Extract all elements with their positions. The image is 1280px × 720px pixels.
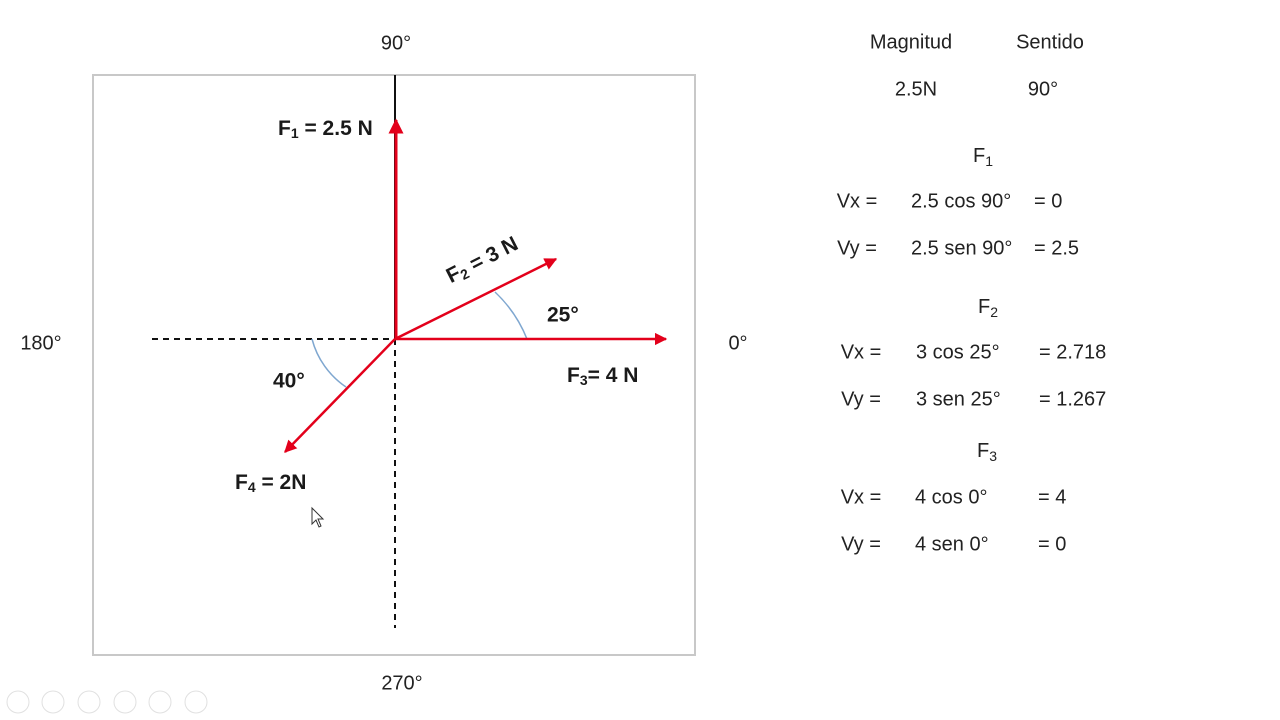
component-cell: = 0 [1034, 190, 1062, 212]
presenter-toolbar [6, 690, 208, 714]
component-index: 2 [990, 304, 998, 320]
table-header: Magnitud [870, 31, 952, 53]
arc-label: 25° [547, 304, 579, 327]
toolbar-button[interactable] [113, 690, 137, 714]
toolbar-button[interactable] [6, 690, 30, 714]
force-index: 3 [580, 372, 588, 388]
force-symbol: F [278, 117, 291, 140]
component-cell: = 2.718 [1039, 341, 1106, 363]
angle-label: 0° [728, 332, 747, 354]
force-label: F4 = 2N [235, 471, 306, 495]
component-cell: Vx = [841, 486, 882, 508]
toolbar-button[interactable] [77, 690, 101, 714]
component-cell: = 1.267 [1039, 388, 1106, 410]
force-index: 4 [248, 479, 256, 495]
force-arrow [284, 338, 396, 453]
arc-label: 40° [273, 370, 305, 393]
component-cell: = 0 [1038, 533, 1066, 555]
component-cell: 2.5 cos 90° [911, 190, 1011, 212]
component-cell: Vx = [841, 341, 882, 363]
angle-label: 90° [381, 32, 411, 54]
component-index: 3 [989, 448, 997, 464]
component-symbol: F [973, 145, 985, 167]
component-cell: 4 sen 0° [915, 533, 989, 555]
angle-label: 270° [381, 672, 422, 694]
angle-arc [311, 338, 347, 388]
force-arrow [394, 257, 558, 341]
force-symbol: F [567, 364, 580, 387]
component-cell: = 4 [1038, 486, 1066, 508]
table-header: Sentido [1016, 31, 1084, 53]
force-text: = 2N [256, 471, 307, 494]
angle-label: 180° [20, 332, 61, 354]
angle-arc [494, 291, 528, 340]
component-cell: 2.5 sen 90° [911, 237, 1012, 259]
force-symbol: F [235, 471, 248, 494]
component-cell: Vx = [837, 190, 878, 212]
component-cell: = 2.5 [1034, 237, 1079, 259]
force-text: = 4 N [588, 364, 639, 387]
table-cell: 2.5N [895, 78, 937, 100]
force-text: = 2.5 N [299, 117, 373, 140]
component-index: 1 [985, 153, 993, 169]
toolbar-button[interactable] [148, 690, 172, 714]
table-cell: 90° [1028, 78, 1058, 100]
component-cell: 3 sen 25° [916, 388, 1001, 410]
component-title: F1 [973, 145, 993, 168]
component-cell: 4 cos 0° [915, 486, 987, 508]
mouse-cursor [311, 506, 325, 528]
component-cell: Vy = [837, 237, 877, 259]
component-cell: Vy = [841, 388, 881, 410]
component-symbol: F [978, 296, 990, 318]
component-title: F3 [977, 440, 997, 463]
force-label: F3= 4 N [567, 364, 638, 388]
force-label: F1 = 2.5 N [278, 117, 373, 141]
component-symbol: F [977, 440, 989, 462]
component-cell: Vy = [841, 533, 881, 555]
component-title: F2 [978, 296, 998, 319]
component-cell: 3 cos 25° [916, 341, 1000, 363]
toolbar-button[interactable] [41, 690, 65, 714]
force-index: 1 [291, 125, 299, 141]
toolbar-button[interactable] [184, 690, 208, 714]
